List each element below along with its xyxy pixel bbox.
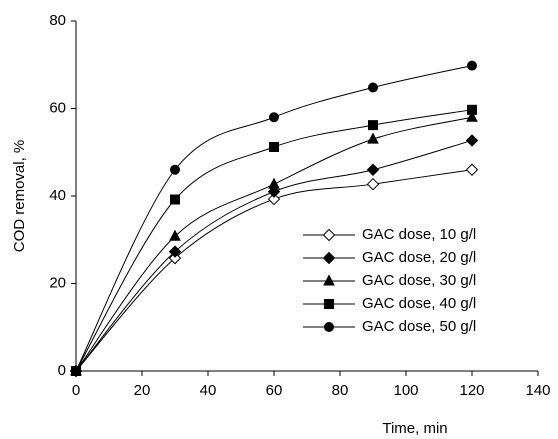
marker <box>466 110 478 122</box>
marker <box>170 164 180 175</box>
x-axis-label: Time, min <box>382 420 447 437</box>
marker <box>323 274 335 286</box>
marker <box>366 163 380 176</box>
marker <box>368 120 378 131</box>
marker <box>467 104 477 115</box>
legend-label: GAC dose, 10 g/l <box>362 226 476 243</box>
marker <box>467 60 477 71</box>
marker <box>324 322 334 332</box>
x-tick-label: 40 <box>200 382 217 399</box>
x-tick-label: 140 <box>525 382 550 399</box>
y-tick-label: 60 <box>49 99 66 116</box>
series-line <box>75 65 473 372</box>
marker <box>268 177 280 189</box>
marker <box>269 112 279 123</box>
marker <box>168 251 182 265</box>
legend-label: GAC dose, 30 g/l <box>362 272 476 289</box>
x-tick-label: 60 <box>266 382 283 399</box>
x-tick-label: 20 <box>134 382 151 399</box>
marker <box>267 192 281 206</box>
marker <box>465 163 479 176</box>
marker <box>168 245 182 258</box>
legend-label: GAC dose, 40 g/l <box>362 295 476 312</box>
series-line <box>75 109 473 372</box>
x-tick-label: 80 <box>332 382 349 399</box>
y-tick-label: 20 <box>49 274 66 291</box>
marker <box>368 82 378 93</box>
y-axis-label: COD removal, % <box>11 140 28 253</box>
marker <box>366 177 380 191</box>
marker <box>322 251 336 265</box>
marker <box>169 229 181 241</box>
marker <box>269 142 279 152</box>
marker <box>170 194 180 205</box>
marker <box>465 134 479 147</box>
x-tick-label: 120 <box>459 382 484 399</box>
marker <box>267 185 281 198</box>
legend-label: GAC dose, 20 g/l <box>362 249 476 266</box>
legend-label: GAC dose, 50 g/l <box>362 318 476 335</box>
y-tick-label: 40 <box>49 187 66 204</box>
x-tick-label: 100 <box>393 382 418 399</box>
marker <box>367 132 379 144</box>
marker <box>324 299 334 309</box>
marker <box>322 228 336 242</box>
x-tick-label: 0 <box>72 382 80 399</box>
y-tick-label: 80 <box>49 12 66 29</box>
marker <box>71 366 81 376</box>
y-tick-label: 0 <box>58 362 66 379</box>
